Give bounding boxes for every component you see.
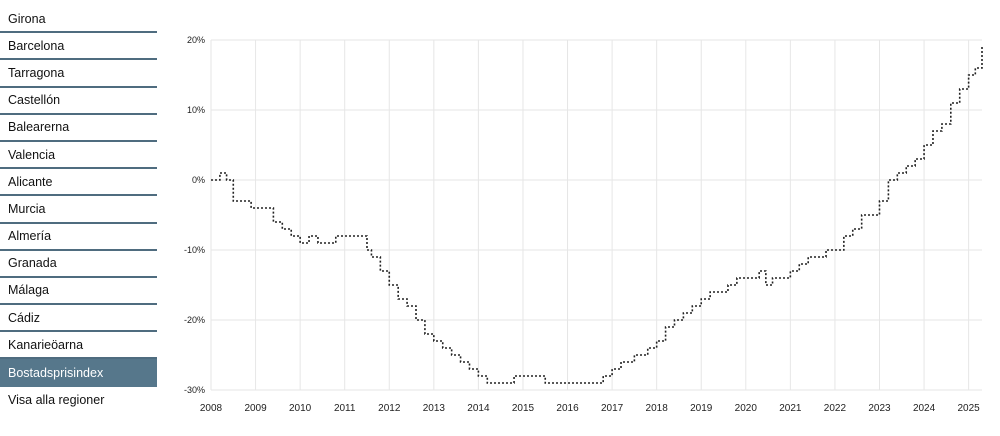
- region-item-castellón[interactable]: Castellón: [0, 88, 157, 115]
- series-line-0: [211, 47, 983, 384]
- region-item-tarragona[interactable]: Tarragona: [0, 60, 157, 88]
- region-item-kanarieöarna[interactable]: Kanarieöarna: [0, 332, 157, 360]
- region-item-cádiz[interactable]: Cádiz: [0, 305, 157, 333]
- x-tick-label: 2015: [512, 403, 535, 414]
- y-tick-label: 20%: [187, 35, 205, 45]
- region-item-valencia[interactable]: Valencia: [0, 142, 157, 170]
- region-list: Girona Barcelona Tarragona Castellón Baleare…: [0, 6, 157, 414]
- x-tick-label: 2019: [690, 403, 713, 414]
- x-tick-label: 2023: [868, 403, 891, 414]
- region-item-almería[interactable]: Almería: [0, 224, 157, 251]
- x-tick-label: 2009: [244, 403, 267, 414]
- region-item-girona[interactable]: Girona: [0, 6, 157, 34]
- region-item-visa-alla-regioner[interactable]: Visa alla regioner: [8, 393, 105, 408]
- region-item-alicante[interactable]: Alicante: [0, 169, 157, 197]
- x-tick-label: 2018: [646, 403, 669, 414]
- price-index-chart: -30% -20% -10% 0% 10% 20% 2008 2009 2010 2011 2012…: [160, 0, 1000, 431]
- y-tick-label: -20%: [184, 315, 205, 325]
- region-item-balearerna[interactable]: Balearerna: [0, 115, 157, 142]
- region-item-murcia[interactable]: Murcia: [0, 196, 157, 224]
- x-tick-label: 2020: [735, 403, 758, 414]
- x-tick-label: 2011: [334, 403, 356, 414]
- x-tick-label: 2014: [467, 403, 490, 414]
- x-tick-label: 2021: [779, 403, 802, 414]
- x-tick-label: 2025: [958, 403, 981, 414]
- y-tick-label: 10%: [187, 105, 205, 115]
- x-tick-label: 2017: [601, 403, 624, 414]
- x-tick-label: 2016: [556, 403, 579, 414]
- x-tick-label: 2008: [200, 403, 223, 414]
- region-item-málaga[interactable]: Málaga: [0, 278, 157, 306]
- region-item-bostadsprisindex[interactable]: Bostadsprisindex: [0, 359, 157, 387]
- x-tick-label: 2024: [913, 403, 936, 414]
- region-item-granada[interactable]: Granada: [0, 251, 157, 278]
- y-tick-label: -10%: [184, 245, 205, 255]
- x-tick-label: 2010: [289, 403, 312, 414]
- x-tick-label: 2022: [824, 403, 847, 414]
- x-tick-label: 2012: [378, 403, 401, 414]
- y-tick-label: -30%: [184, 385, 205, 395]
- y-tick-label: 0%: [192, 175, 205, 185]
- region-item-barcelona[interactable]: Barcelona: [0, 33, 157, 61]
- chart-svg: -30% -20% -10% 0% 10% 20% 2008 2009 2010 2011 2012…: [184, 35, 983, 414]
- x-tick-label: 2013: [423, 403, 446, 414]
